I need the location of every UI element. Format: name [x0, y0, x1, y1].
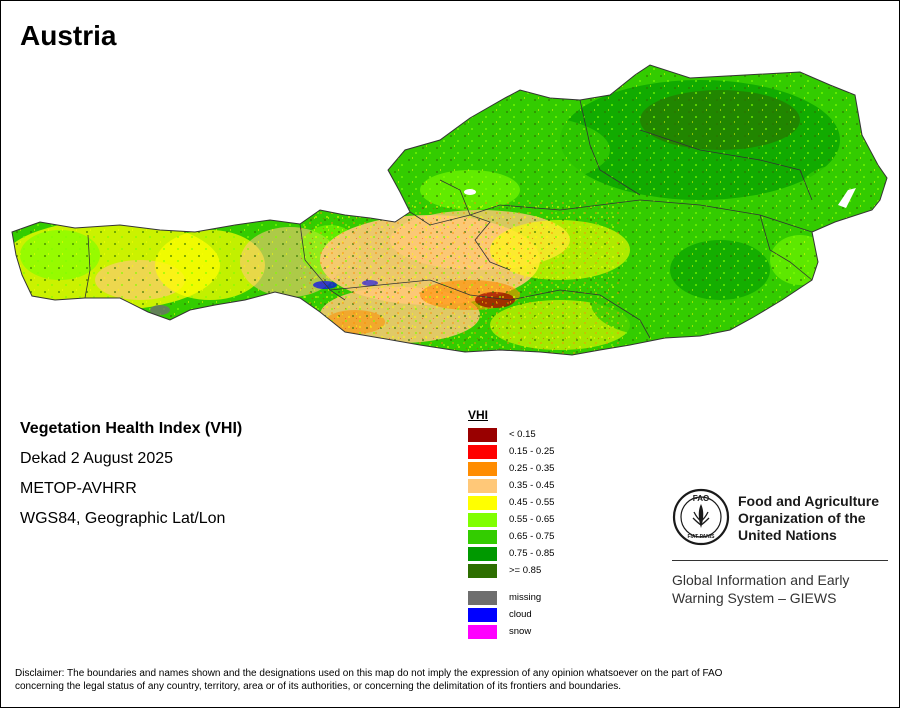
fao-name: Food and Agriculture Organization of the… — [738, 493, 879, 544]
disclaimer: Disclaimer: The boundaries and names sho… — [15, 667, 885, 693]
legend-swatch — [468, 495, 497, 510]
legend-row: cloud — [468, 606, 554, 623]
country-border — [11, 64, 888, 356]
giews-line2: Warning System – GIEWS — [672, 590, 837, 606]
legend-row: missing — [468, 589, 554, 606]
legend-swatch — [468, 563, 497, 578]
legend-row: < 0.15 — [468, 426, 554, 443]
legend-label: 0.75 - 0.85 — [509, 548, 555, 559]
legend-label: < 0.15 — [509, 429, 536, 440]
giews-line1: Global Information and Early — [672, 572, 850, 588]
legend-swatch — [468, 529, 497, 544]
projection-label: WGS84, Geographic Lat/Lon — [20, 510, 226, 527]
legend-label: 0.15 - 0.25 — [509, 446, 555, 457]
giews-label: Global Information and Early Warning Sys… — [672, 571, 849, 607]
fao-logo-motto: FIAT PANIS — [687, 534, 715, 540]
legend-row: 0.15 - 0.25 — [468, 443, 554, 460]
legend-row: 0.45 - 0.55 — [468, 494, 554, 511]
legend-label: 0.55 - 0.65 — [509, 514, 555, 525]
legend-row: >= 0.85 — [468, 562, 554, 579]
legend-swatch — [468, 512, 497, 527]
legend-row: 0.25 - 0.35 — [468, 460, 554, 477]
map-info-block: Vegetation Health Index (VHI) Dekad 2 Au… — [20, 414, 242, 534]
period-label: Dekad 2 August 2025 — [20, 450, 174, 467]
legend-row: 0.65 - 0.75 — [468, 528, 554, 545]
legend-swatch — [468, 590, 497, 605]
fao-name-line3: United Nations — [738, 527, 837, 543]
legend-swatch — [468, 444, 497, 459]
legend-other: missing cloud snow — [468, 589, 554, 640]
legend-label: 0.45 - 0.55 — [509, 497, 555, 508]
legend-swatch — [468, 478, 497, 493]
legend-swatch — [468, 607, 497, 622]
legend-label: missing — [509, 592, 542, 603]
sensor-label: METOP-AVHRR — [20, 480, 137, 497]
legend-row: 0.35 - 0.45 — [468, 477, 554, 494]
legend-swatch — [468, 546, 497, 561]
legend-row: 0.75 - 0.85 — [468, 545, 554, 562]
legend-label: >= 0.85 — [509, 565, 542, 576]
austria-vhi-map — [11, 64, 888, 356]
disclaimer-line1: Disclaimer: The boundaries and names sho… — [15, 668, 723, 679]
legend-swatch — [468, 427, 497, 442]
legend-label: 0.25 - 0.35 — [509, 463, 555, 474]
legend-row: snow — [468, 623, 554, 640]
legend-label: cloud — [509, 609, 532, 620]
vhi-legend: VHI < 0.15 0.15 - 0.25 0.25 - 0.35 0.35 - 0… — [468, 408, 554, 640]
legend-swatch — [468, 461, 497, 476]
index-title: Vegetation Health Index (VHI) — [20, 420, 243, 437]
disclaimer-line2: concerning the legal status of any count… — [15, 681, 622, 692]
legend-label: snow — [509, 626, 532, 637]
legend-label: 0.35 - 0.45 — [509, 480, 555, 491]
state-boundaries — [84, 99, 813, 339]
legend-classes: < 0.15 0.15 - 0.25 0.25 - 0.35 0.35 - 0.45 0… — [468, 426, 554, 579]
fao-name-line1: Food and Agriculture — [738, 493, 880, 509]
fao-logo-text: FAO — [693, 494, 709, 503]
legend-title: VHI — [468, 408, 489, 422]
legend-label: 0.65 - 0.75 — [509, 531, 555, 542]
fao-name-line2: Organization of the — [738, 510, 866, 526]
legend-swatch — [468, 624, 497, 639]
divider — [672, 560, 888, 561]
fao-logo-icon: FAO FIAT PANIS — [672, 488, 730, 546]
map-title: Austria — [20, 20, 117, 51]
legend-row: 0.55 - 0.65 — [468, 511, 554, 528]
vhi-raster — [12, 65, 887, 355]
